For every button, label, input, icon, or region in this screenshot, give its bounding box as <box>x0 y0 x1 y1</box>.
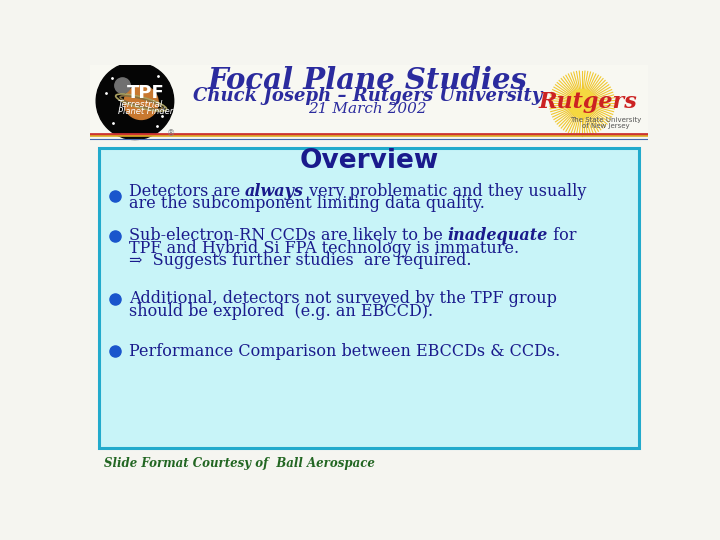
Text: Sub-electron-RN CCDs are likely to be: Sub-electron-RN CCDs are likely to be <box>129 227 448 244</box>
Text: ®: ® <box>166 129 175 138</box>
Text: for: for <box>548 227 577 244</box>
Text: Additional, detectors not surveyed by the TPF group: Additional, detectors not surveyed by th… <box>129 291 557 307</box>
Text: Slide Format Courtesy of  Ball Aerospace: Slide Format Courtesy of Ball Aerospace <box>104 457 375 470</box>
Text: always: always <box>245 183 304 200</box>
Text: The State University: The State University <box>570 117 641 123</box>
Text: Chuck Joseph – Rutgers University: Chuck Joseph – Rutgers University <box>193 86 542 105</box>
Text: Overview: Overview <box>300 148 438 174</box>
Text: are the subcomponent limiting data quality.: are the subcomponent limiting data quali… <box>129 195 485 212</box>
Circle shape <box>114 78 130 93</box>
Text: Performance Comparison between EBCCDs & CCDs.: Performance Comparison between EBCCDs & … <box>129 343 560 360</box>
Bar <box>90 65 648 136</box>
Text: Detectors are: Detectors are <box>129 183 245 200</box>
Text: very problematic and they usually: very problematic and they usually <box>304 183 586 200</box>
Text: Terrestrial: Terrestrial <box>118 99 163 109</box>
Text: 21 March 2002: 21 March 2002 <box>308 103 427 117</box>
Circle shape <box>568 90 596 117</box>
Text: ⇒  Suggests further studies  are required.: ⇒ Suggests further studies are required. <box>129 252 472 269</box>
FancyBboxPatch shape <box>99 148 639 448</box>
Text: should be explored  (e.g. an EBCCD).: should be explored (e.g. an EBCCD). <box>129 303 433 320</box>
Circle shape <box>96 63 174 139</box>
Circle shape <box>124 85 158 119</box>
Text: TPF and Hybrid Si FPA technology is immature.: TPF and Hybrid Si FPA technology is imma… <box>129 240 519 256</box>
Text: inadequate: inadequate <box>448 227 548 244</box>
Text: Focal Plane Studies: Focal Plane Studies <box>207 66 527 94</box>
Text: of New Jersey: of New Jersey <box>582 124 629 130</box>
Text: Rutgers: Rutgers <box>539 91 638 113</box>
Text: Planet Finder: Planet Finder <box>118 107 173 116</box>
Text: TPF: TPF <box>127 84 165 102</box>
